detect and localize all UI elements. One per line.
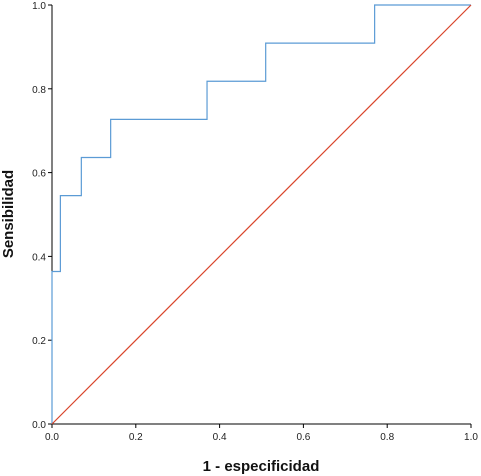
- y-axis-title: Sensibilidad: [0, 170, 17, 258]
- x-tick-label: 1.0: [464, 432, 478, 443]
- y-tick-label: 0.2: [32, 336, 46, 347]
- x-axis-ticks: 0.0 0.2 0.4 0.6 0.8 1.0: [45, 424, 478, 443]
- x-axis-title: 1 - especificidad: [203, 458, 320, 475]
- y-tick-label: 0.8: [32, 85, 46, 96]
- y-axis-ticks: 0.0 0.2 0.4 0.6 0.8 1.0: [32, 1, 52, 431]
- x-tick-label: 0.2: [129, 432, 143, 443]
- y-tick-label: 0.4: [32, 252, 46, 263]
- x-tick-label: 0.0: [45, 432, 59, 443]
- x-tick-label: 0.8: [380, 432, 394, 443]
- reference-diagonal-line: [51, 4, 472, 425]
- roc-curve-line: [51, 4, 471, 424]
- y-tick-label: 1.0: [32, 1, 46, 12]
- x-tick-label: 0.6: [296, 432, 310, 443]
- x-tick-label: 0.4: [213, 432, 227, 443]
- y-tick-label: 0.0: [32, 420, 46, 431]
- series-layer: [51, 4, 472, 425]
- y-tick-label: 0.6: [32, 169, 46, 180]
